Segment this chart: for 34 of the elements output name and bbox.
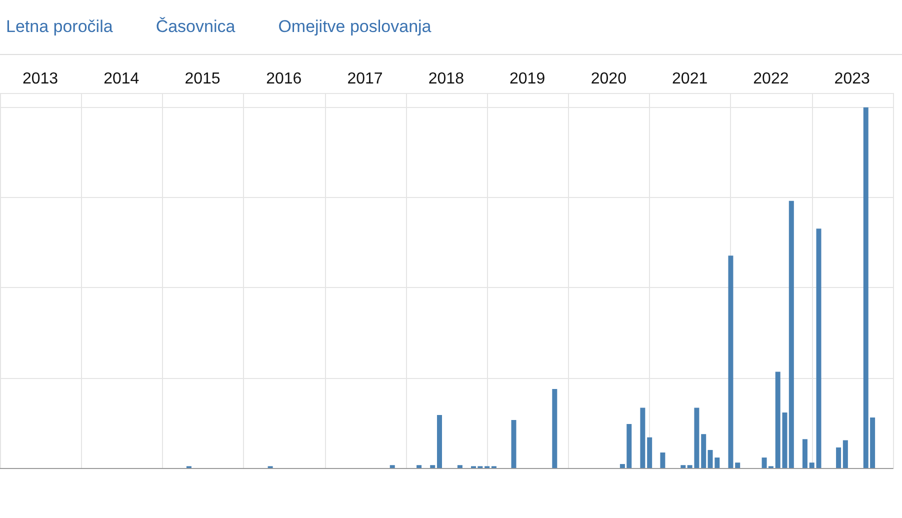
bar — [436, 414, 442, 468]
text: Časovnica — [156, 17, 236, 37]
bar — [640, 408, 646, 468]
bar — [728, 256, 734, 468]
bar — [788, 200, 794, 468]
x-tick-label: 2021 — [672, 70, 708, 88]
bar — [842, 440, 848, 468]
bar — [836, 447, 842, 468]
x-tick-label: 2013 — [22, 70, 58, 88]
x-tick-label: 2015 — [184, 70, 220, 88]
x-tick-label: 2018 — [428, 70, 464, 88]
bar — [816, 228, 822, 468]
bar — [660, 452, 666, 468]
text: Omejitve poslovanja — [278, 17, 432, 37]
bar — [802, 439, 808, 468]
bar — [416, 465, 422, 468]
bar — [647, 437, 652, 468]
text: Letna poročila — [6, 17, 113, 37]
bar — [511, 420, 516, 468]
x-tick-label: 2014 — [104, 70, 140, 88]
x-tick-label: 2020 — [590, 70, 627, 88]
bar — [809, 462, 814, 468]
x-tick-label: 2016 — [266, 70, 302, 88]
x-tick-label: 2022 — [753, 70, 789, 88]
bar — [390, 465, 395, 468]
bar — [735, 462, 740, 468]
bar — [457, 465, 462, 468]
bar — [701, 434, 706, 468]
x-tick-label: 2023 — [834, 70, 870, 88]
bar — [680, 465, 686, 468]
x-tick-label: 2019 — [510, 70, 546, 88]
bar — [552, 389, 558, 468]
bar — [430, 465, 436, 468]
x-tick-label: 2017 — [347, 70, 383, 88]
